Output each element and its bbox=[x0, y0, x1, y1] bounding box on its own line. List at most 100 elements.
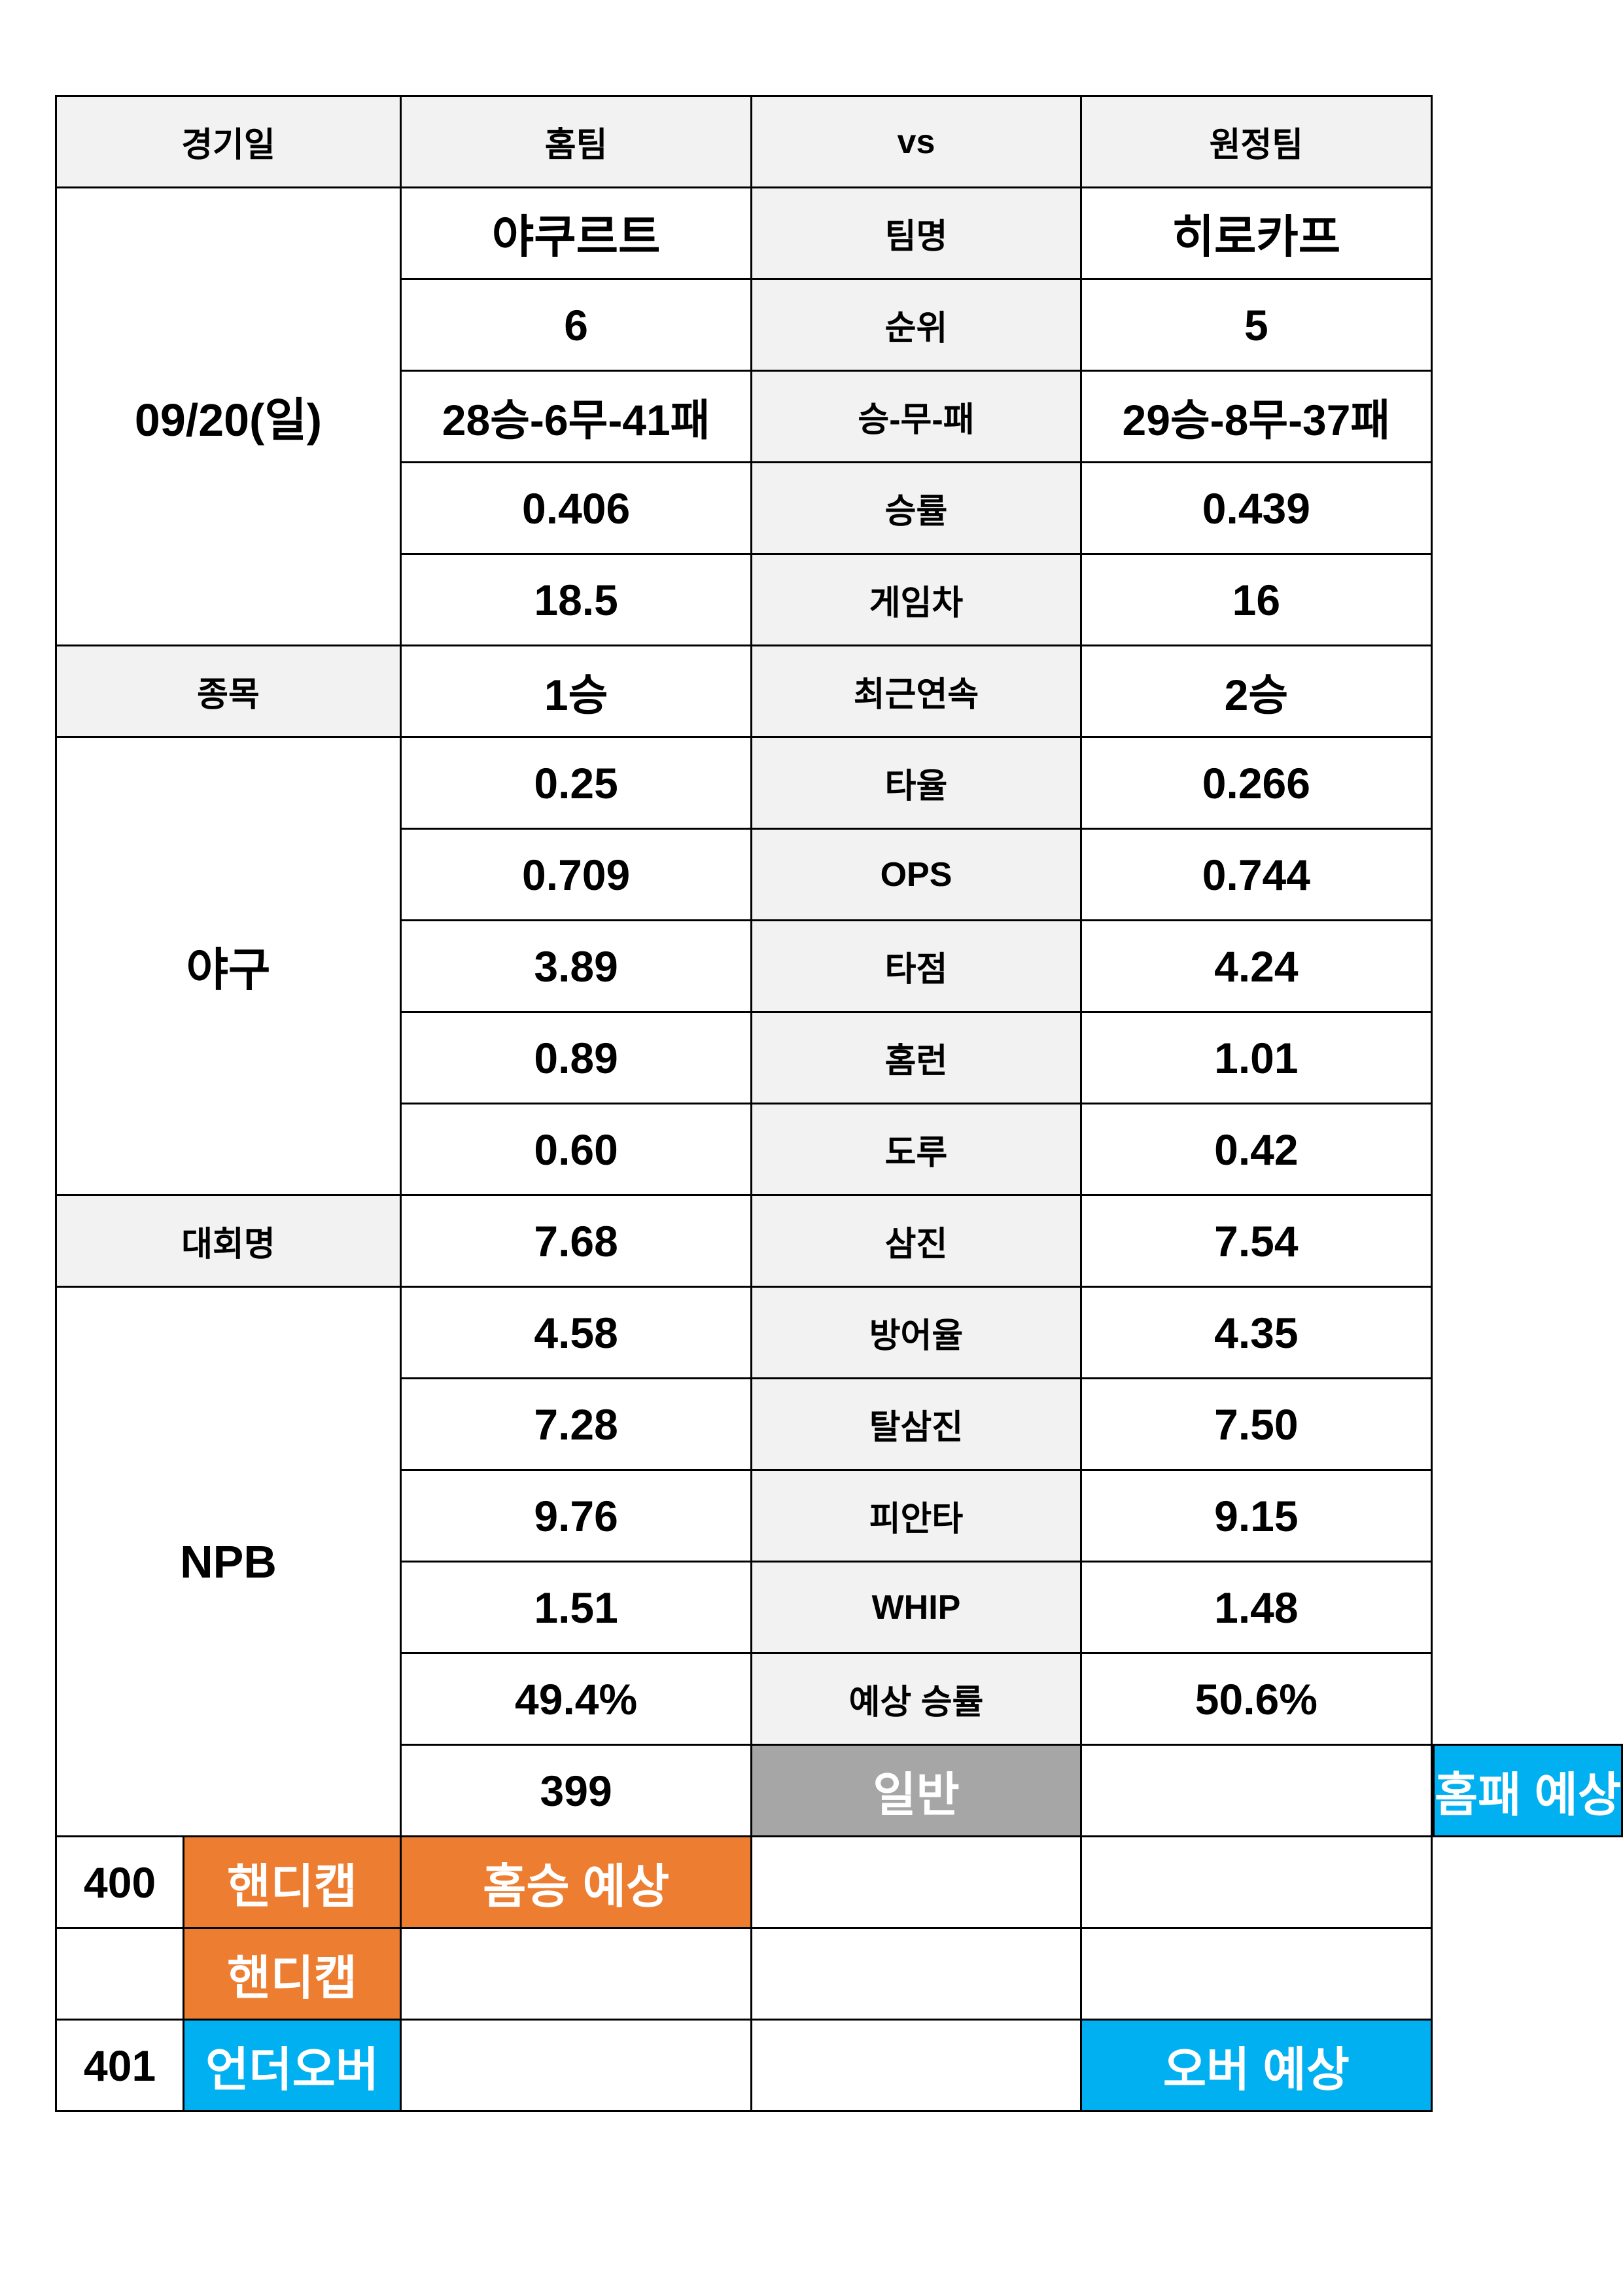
home-stat-value: 49.4% bbox=[399, 1652, 753, 1746]
stat-label: 예상 승률 bbox=[750, 1652, 1082, 1746]
away-pick-badge: 오버 예상 bbox=[1079, 2019, 1433, 2112]
bet-number: 400 bbox=[54, 1835, 185, 1929]
match-analysis-table: 경기일 홈팀 vs 원정팀 09/20(일) 야쿠르트 팀명 히로카프 6 순위… bbox=[54, 95, 1623, 2112]
away-stat-value: 4.35 bbox=[1079, 1286, 1433, 1379]
away-stat-value: 0.744 bbox=[1079, 828, 1433, 921]
home-stat-value: 7.68 bbox=[399, 1194, 753, 1288]
home-stat-value: 4.58 bbox=[399, 1286, 753, 1379]
sport-label: 종목 bbox=[55, 645, 402, 738]
home-pick-cell bbox=[399, 1927, 753, 2021]
away-pick-badge: 홈패 예상 bbox=[1433, 1744, 1623, 1837]
bet-type-underover: 언더오버 bbox=[183, 2019, 402, 2112]
stat-label: OPS bbox=[750, 828, 1082, 921]
away-stat-value: 9.15 bbox=[1079, 1469, 1433, 1563]
home-stat-value: 1승 bbox=[399, 645, 753, 738]
vs-header: vs bbox=[750, 95, 1082, 188]
stat-label: 승-무-패 bbox=[750, 370, 1082, 463]
stat-row: 3.89 타점 4.24 bbox=[56, 919, 1622, 1013]
stat-row: 0.89 홈런 1.01 bbox=[56, 1011, 1622, 1104]
away-stat-value: 50.6% bbox=[1079, 1652, 1433, 1746]
bet-row: 400 핸디캡 홈승 예상 bbox=[54, 1835, 1622, 1929]
away-stat-value: 5 bbox=[1079, 278, 1433, 372]
stat-row: 1.51 WHIP 1.48 bbox=[56, 1561, 1622, 1654]
stat-label: 최근연속 bbox=[750, 645, 1082, 738]
stat-row: 종목 1승 최근연속 2승 bbox=[55, 645, 1622, 738]
home-team-name: 야쿠르트 bbox=[399, 186, 753, 280]
home-stat-value: 7.28 bbox=[399, 1377, 753, 1471]
stat-row: 9.76 피안타 9.15 bbox=[56, 1469, 1622, 1563]
bet-row: 401 언더오버 오버 예상 bbox=[54, 2019, 1622, 2112]
date-header: 경기일 bbox=[55, 95, 402, 188]
away-stat-value: 7.50 bbox=[1079, 1377, 1433, 1471]
stat-row: 대회명 7.68 삼진 7.54 bbox=[55, 1194, 1622, 1288]
league-label: 대회명 bbox=[55, 1194, 402, 1288]
stat-label: 탈삼진 bbox=[750, 1377, 1082, 1471]
away-pick-cell bbox=[1079, 1835, 1433, 1929]
stat-row: 야구 0.25 타율 0.266 bbox=[55, 736, 1622, 1196]
league-value: NPB bbox=[55, 1286, 402, 1837]
sport-value: 야구 bbox=[55, 736, 402, 1196]
stat-row: 7.28 탈삼진 7.50 bbox=[56, 1377, 1622, 1471]
stat-label: 삼진 bbox=[750, 1194, 1082, 1288]
away-team-header: 원정팀 bbox=[1079, 95, 1433, 188]
away-stat-value: 0.266 bbox=[1079, 736, 1433, 830]
bet-number: 399 bbox=[399, 1744, 753, 1837]
home-stat-value: 1.51 bbox=[399, 1561, 753, 1654]
stat-label: 피안타 bbox=[750, 1469, 1082, 1563]
stat-label: 타점 bbox=[750, 919, 1082, 1013]
away-stat-value: 4.24 bbox=[1079, 919, 1433, 1013]
vs-cell bbox=[1431, 1744, 1435, 1837]
stat-label: WHIP bbox=[750, 1561, 1082, 1654]
home-stat-value: 0.89 bbox=[399, 1011, 753, 1104]
away-team-name: 히로카프 bbox=[1079, 186, 1433, 280]
away-stat-value: 1.01 bbox=[1079, 1011, 1433, 1104]
away-stat-value: 7.54 bbox=[1079, 1194, 1433, 1288]
vs-cell bbox=[750, 2019, 1082, 2112]
stat-label: 팀명 bbox=[750, 186, 1082, 280]
home-stat-value: 18.5 bbox=[399, 553, 753, 646]
stat-row: NPB 4.58 방어율 4.35 bbox=[55, 1286, 1622, 1837]
home-stat-value: 0.25 bbox=[399, 736, 753, 830]
home-pick-cell bbox=[1079, 1744, 1433, 1837]
stat-row: 09/20(일) 야쿠르트 팀명 히로카프 bbox=[55, 186, 1622, 646]
stat-row: 18.5 게임차 16 bbox=[56, 553, 1622, 646]
home-pick-badge: 홈승 예상 bbox=[399, 1835, 753, 1929]
match-date: 09/20(일) bbox=[55, 186, 402, 646]
home-stat-value: 3.89 bbox=[399, 919, 753, 1013]
stat-label: 방어율 bbox=[750, 1286, 1082, 1379]
stat-label: 순위 bbox=[750, 278, 1082, 372]
bet-row: 핸디캡 bbox=[54, 1927, 1622, 2021]
away-stat-value: 16 bbox=[1079, 553, 1433, 646]
home-stat-value: 0.709 bbox=[399, 828, 753, 921]
vs-cell bbox=[750, 1835, 1082, 1929]
bet-type-handicap: 핸디캡 bbox=[183, 1835, 402, 1929]
home-stat-value: 0.60 bbox=[399, 1103, 753, 1196]
stat-label: 도루 bbox=[750, 1103, 1082, 1196]
stat-label: 승률 bbox=[750, 461, 1082, 555]
stat-row: 0.60 도루 0.42 bbox=[56, 1103, 1622, 1196]
stat-row: 6 순위 5 bbox=[56, 278, 1622, 372]
away-pick-cell bbox=[1079, 1927, 1433, 2021]
home-stat-value: 28승-6무-41패 bbox=[399, 370, 753, 463]
bet-row: 399 일반 홈패 예상 bbox=[56, 1744, 1623, 1837]
away-stat-value: 1.48 bbox=[1079, 1561, 1433, 1654]
stat-label: 홈런 bbox=[750, 1011, 1082, 1104]
stat-row: 0.406 승률 0.439 bbox=[56, 461, 1622, 555]
stat-row: 28승-6무-41패 승-무-패 29승-8무-37패 bbox=[56, 370, 1622, 463]
away-stat-value: 0.439 bbox=[1079, 461, 1433, 555]
bet-number bbox=[54, 1927, 185, 2021]
stat-label: 게임차 bbox=[750, 553, 1082, 646]
bet-type-handicap: 핸디캡 bbox=[183, 1927, 402, 2021]
header-row: 경기일 홈팀 vs 원정팀 bbox=[55, 95, 1622, 188]
away-stat-value: 2승 bbox=[1079, 645, 1433, 738]
stat-label: 타율 bbox=[750, 736, 1082, 830]
vs-cell bbox=[750, 1927, 1082, 2021]
home-pick-cell bbox=[399, 2019, 753, 2112]
home-stat-value: 0.406 bbox=[399, 461, 753, 555]
stat-row: 0.709 OPS 0.744 bbox=[56, 828, 1622, 921]
away-stat-value: 29승-8무-37패 bbox=[1079, 370, 1433, 463]
bet-type-general: 일반 bbox=[750, 1744, 1082, 1837]
home-team-header: 홈팀 bbox=[399, 95, 753, 188]
home-stat-value: 6 bbox=[399, 278, 753, 372]
away-stat-value: 0.42 bbox=[1079, 1103, 1433, 1196]
